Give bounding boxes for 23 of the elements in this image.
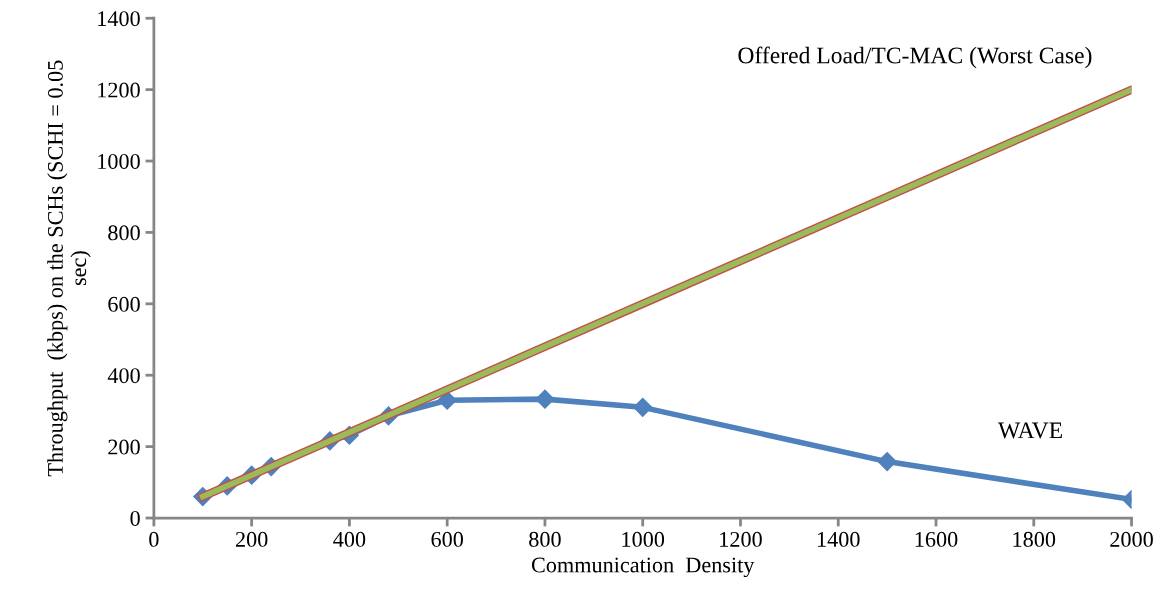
x-tick-label: 1200 [720, 531, 762, 547]
y-tick-label: 400 [107, 368, 140, 384]
y-tick-label: 200 [108, 439, 140, 455]
annotation: Offered Load/TC-MAC (Worst Case) [738, 46, 1092, 69]
y-tick-label: 600 [108, 296, 140, 312]
x-tick-label: 200 [235, 531, 268, 547]
x-tick-label: 1800 [1013, 531, 1056, 547]
x-axis-title: Communication Density [531, 557, 755, 578]
x-tick-label: 1400 [817, 531, 860, 547]
x-tick-label: 1600 [915, 531, 958, 547]
y-axis-title: Throughput (kbps) on the SCHs (SCHI = 0.05 sec) [47, 60, 91, 477]
x-tick-label: 600 [431, 531, 463, 547]
y-tick-label: 1000 [98, 153, 140, 169]
x-tick-label: 400 [333, 531, 366, 547]
y-tick-label: 0 [130, 510, 140, 526]
y-tick-label: 1400 [98, 11, 140, 27]
x-tick-label: 0 [149, 531, 159, 547]
y-tick-label: 800 [108, 225, 140, 241]
x-tick-label: 800 [529, 531, 561, 547]
y-tick-label: 1200 [98, 82, 140, 98]
x-tick-label: 2000 [1110, 531, 1153, 547]
annotation: WAVE [997, 422, 1062, 439]
x-tick-label: 1000 [622, 531, 665, 547]
